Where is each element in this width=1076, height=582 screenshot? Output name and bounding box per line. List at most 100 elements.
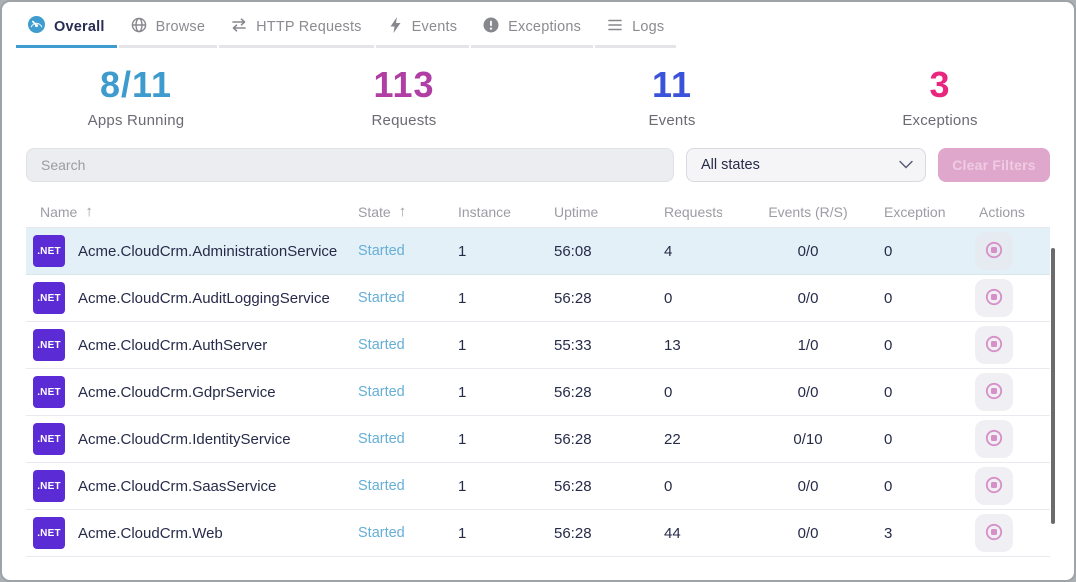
service-instance: 1 bbox=[458, 242, 467, 260]
table-row[interactable]: .NET Acme.CloudCrm.IdentityService Start… bbox=[26, 416, 1050, 464]
tab-label: Logs bbox=[632, 18, 665, 35]
dotnet-badge: .NET bbox=[33, 282, 65, 315]
stop-icon bbox=[984, 475, 1004, 498]
column-header-name[interactable]: Name ↑ bbox=[40, 203, 93, 221]
search-input[interactable] bbox=[26, 148, 674, 183]
column-header-instance[interactable]: Instance bbox=[458, 203, 511, 220]
service-requests: 13 bbox=[664, 336, 681, 354]
dotnet-badge: .NET bbox=[33, 235, 65, 268]
stat-exceptions: 3 Exceptions bbox=[806, 64, 1074, 129]
service-events: 0/0 bbox=[797, 524, 819, 542]
service-name: Acme.CloudCrm.IdentityService bbox=[78, 430, 291, 448]
stop-service-button[interactable] bbox=[975, 373, 1013, 412]
column-header-requests[interactable]: Requests bbox=[664, 203, 722, 220]
stop-icon bbox=[984, 287, 1004, 310]
service-uptime: 56:28 bbox=[554, 524, 592, 542]
service-exceptions: 0 bbox=[884, 383, 893, 401]
globe-icon bbox=[131, 17, 147, 37]
stop-icon bbox=[984, 381, 1004, 404]
clear-filters-button[interactable]: Clear Filters bbox=[938, 148, 1050, 183]
service-state: Started bbox=[358, 478, 405, 495]
column-header-actions[interactable]: Actions bbox=[979, 203, 1025, 220]
filter-bar: All states Clear Filters bbox=[26, 148, 1050, 183]
arrows-swap-icon bbox=[231, 17, 247, 37]
service-exceptions: 3 bbox=[884, 524, 893, 542]
stat-events: 11 Events bbox=[538, 64, 806, 129]
tab-label: Events bbox=[411, 18, 458, 35]
service-instance: 1 bbox=[458, 524, 467, 542]
service-exceptions: 0 bbox=[884, 477, 893, 495]
tab-label: Overall bbox=[54, 18, 105, 35]
stop-icon bbox=[984, 240, 1004, 263]
stop-icon bbox=[984, 522, 1004, 545]
stop-service-button[interactable] bbox=[975, 232, 1013, 271]
service-uptime: 56:08 bbox=[554, 242, 592, 260]
tab-events[interactable]: Events bbox=[375, 12, 470, 48]
service-name: Acme.CloudCrm.AuditLoggingService bbox=[78, 289, 330, 307]
state-filter-dropdown[interactable]: All states bbox=[686, 148, 926, 183]
tab-http-requests[interactable]: HTTP Requests bbox=[219, 12, 374, 48]
chevron-down-icon bbox=[899, 157, 913, 173]
stop-icon bbox=[984, 334, 1004, 357]
table-row[interactable]: .NET Acme.CloudCrm.SaasService Started 1… bbox=[26, 463, 1050, 511]
service-uptime: 56:28 bbox=[554, 289, 592, 307]
tab-label: Browse bbox=[155, 18, 206, 35]
service-events: 0/0 bbox=[797, 289, 819, 307]
column-header-exceptions[interactable]: Exceptions bbox=[884, 203, 946, 220]
service-events: 0/10 bbox=[793, 430, 823, 448]
service-instance: 1 bbox=[458, 383, 467, 401]
bolt-icon bbox=[388, 16, 403, 37]
service-exceptions: 0 bbox=[884, 289, 893, 307]
tab-overall[interactable]: Overall bbox=[16, 12, 117, 48]
tab-logs[interactable]: Logs bbox=[595, 12, 677, 48]
service-state: Started bbox=[358, 431, 405, 448]
service-name: Acme.CloudCrm.Web bbox=[78, 524, 223, 542]
stop-service-button[interactable] bbox=[975, 326, 1013, 365]
stop-service-button[interactable] bbox=[975, 514, 1013, 553]
service-requests: 44 bbox=[664, 524, 681, 542]
stop-icon bbox=[984, 428, 1004, 451]
vertical-scrollbar-thumb[interactable] bbox=[1051, 248, 1055, 524]
tab-browse[interactable]: Browse bbox=[118, 12, 218, 48]
lines-icon bbox=[607, 18, 623, 36]
service-events: 0/0 bbox=[797, 383, 819, 401]
stop-service-button[interactable] bbox=[975, 279, 1013, 318]
service-requests: 0 bbox=[664, 477, 673, 495]
service-state: Started bbox=[358, 290, 405, 307]
tab-exceptions[interactable]: Exceptions bbox=[471, 12, 594, 48]
stat-label: Apps Running bbox=[87, 112, 185, 130]
service-exceptions: 0 bbox=[884, 430, 893, 448]
table-row[interactable]: .NET Acme.CloudCrm.AuthServer Started 1 … bbox=[26, 322, 1050, 370]
service-state: Started bbox=[358, 337, 405, 354]
table-row[interactable]: .NET Acme.CloudCrm.AdministrationService… bbox=[26, 228, 1050, 276]
table-row[interactable]: .NET Acme.CloudCrm.AuditLoggingService S… bbox=[26, 275, 1050, 323]
service-requests: 4 bbox=[664, 242, 673, 260]
table-row[interactable]: .NET Acme.CloudCrm.GdprService Started 1… bbox=[26, 369, 1050, 417]
service-events: 0/0 bbox=[797, 242, 819, 260]
stop-service-button[interactable] bbox=[975, 420, 1013, 459]
service-name: Acme.CloudCrm.GdprService bbox=[78, 383, 276, 401]
stat-value: 11 bbox=[651, 64, 693, 105]
tab-bar: Overall Browse HTTP Requests Events Exce… bbox=[2, 2, 1074, 48]
table-row[interactable]: .NET Acme.CloudCrm.Web Started 1 56:28 4… bbox=[26, 510, 1050, 558]
tab-label: Exceptions bbox=[508, 18, 582, 35]
stop-service-button[interactable] bbox=[975, 467, 1013, 506]
service-requests: 0 bbox=[664, 383, 673, 401]
dotnet-badge: .NET bbox=[33, 517, 65, 550]
table-header: Name ↑ State ↑ Instance Uptime Requests … bbox=[26, 196, 1050, 229]
services-table: Name ↑ State ↑ Instance Uptime Requests … bbox=[26, 196, 1050, 558]
service-instance: 1 bbox=[458, 477, 467, 495]
service-requests: 22 bbox=[664, 430, 681, 448]
service-uptime: 55:33 bbox=[554, 336, 592, 354]
service-name: Acme.CloudCrm.AdministrationService bbox=[78, 242, 338, 260]
service-name: Acme.CloudCrm.SaasService bbox=[78, 477, 277, 495]
dotnet-badge: .NET bbox=[33, 376, 65, 409]
tab-label: HTTP Requests bbox=[256, 18, 362, 35]
service-instance: 1 bbox=[458, 336, 467, 354]
service-events: 0/0 bbox=[797, 477, 819, 495]
column-header-events[interactable]: Events (R/S) bbox=[768, 203, 848, 220]
column-header-uptime[interactable]: Uptime bbox=[554, 203, 599, 220]
column-header-state[interactable]: State ↑ bbox=[358, 203, 407, 221]
service-exceptions: 0 bbox=[884, 336, 893, 354]
service-name: Acme.CloudCrm.AuthServer bbox=[78, 336, 268, 354]
